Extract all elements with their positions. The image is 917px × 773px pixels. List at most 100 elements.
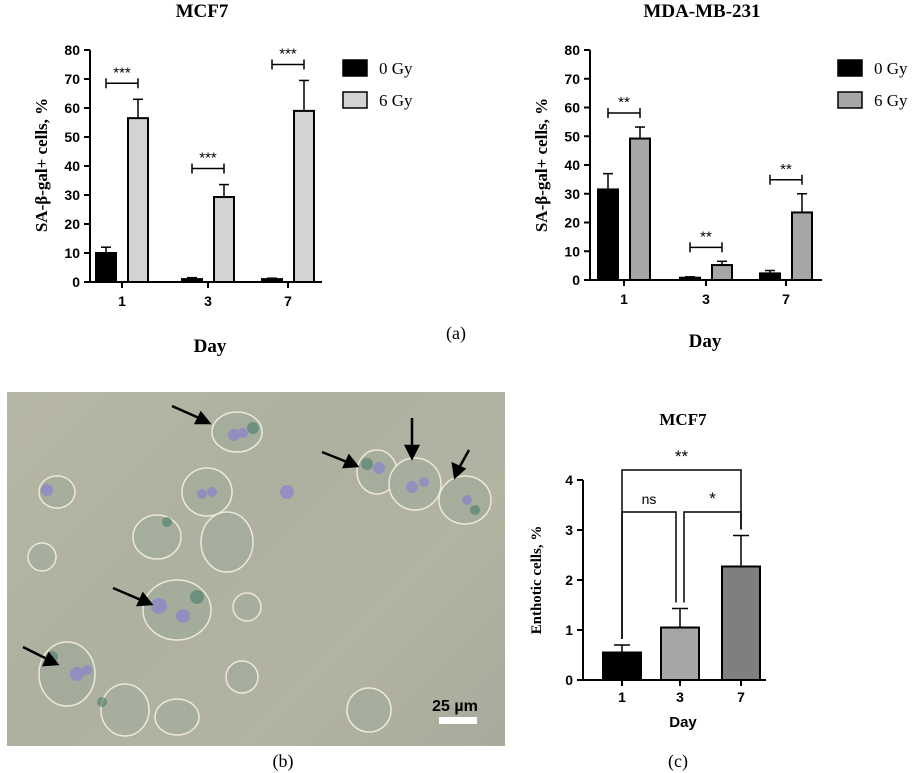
stain-spot: [190, 590, 204, 604]
nucleus: [228, 429, 240, 441]
a1-y-tick-label: 10: [64, 245, 80, 261]
a1-bar-0gy-day3: [181, 278, 203, 284]
a1-bar-0gy-day7: [261, 278, 283, 284]
stain-spot: [361, 458, 373, 470]
c-y-tick-label: 0: [565, 672, 573, 688]
arrow-icon: [341, 453, 360, 469]
chart-a1-ylabel: SA-β-gal+ cells, %: [32, 98, 51, 232]
panel-label-a: (a): [446, 323, 466, 344]
panel-label-c: (c): [668, 751, 688, 772]
a2-bar-0gy-day1: [597, 188, 619, 281]
a2-bar-6gy-day7: [791, 211, 813, 281]
scale-bar: [439, 717, 477, 724]
a1-bar-6gy-day1: [127, 117, 149, 284]
cell: [100, 683, 150, 737]
arrow-line: [457, 449, 471, 469]
a1-y-tick-label: 0: [72, 274, 80, 290]
a2-y-tick-label: 10: [564, 243, 580, 259]
stain-spot: [97, 697, 107, 707]
arrow-icon: [451, 461, 467, 480]
arrow-line: [321, 450, 348, 464]
nucleus: [419, 477, 429, 487]
c-y-tick-label: 3: [565, 522, 573, 538]
nucleus: [462, 495, 472, 505]
c-bar-day3: [660, 626, 700, 681]
stain-spot: [247, 422, 259, 434]
c-x-tick-label: 7: [737, 689, 745, 705]
a1-legend-label: 6 Gy: [379, 91, 413, 110]
a1-y-tick-label: 50: [64, 129, 80, 145]
cell: [346, 687, 392, 733]
chart-a2-title: MDA-MB-231: [643, 1, 760, 22]
stain-spot: [162, 517, 172, 527]
a2-legend-label: 6 Gy: [874, 91, 908, 110]
a2-y-tick-label: 0: [572, 272, 580, 288]
a1-bar-6gy-day3: [213, 196, 235, 283]
chart-c-title: MCF7: [659, 410, 707, 429]
microscopy-image: 25 µm: [7, 392, 505, 746]
nucleus: [70, 667, 84, 681]
a2-sig-label: **: [618, 94, 630, 111]
chart-a1-xlabel: Day: [194, 336, 227, 357]
a1-bar-6gy-day7: [293, 109, 315, 284]
arrow-line: [22, 645, 48, 661]
nucleus: [41, 484, 53, 496]
scale-bar-label: 25 µm: [432, 698, 478, 715]
c-y-tick-label: 2: [565, 572, 573, 588]
cell: [132, 514, 182, 560]
a2-y-tick-label: 60: [564, 100, 580, 116]
a2-x-tick-label: 3: [702, 291, 710, 307]
c-comparison-label: **: [675, 447, 689, 466]
nucleus: [280, 485, 294, 499]
a1-y-tick-label: 30: [64, 187, 80, 203]
chart-a2-ylabel: SA-β-gal+ cells, %: [532, 98, 551, 232]
a1-legend-label: 0 Gy: [379, 59, 413, 78]
cell-cluster: [27, 411, 492, 737]
chart-c-ylabel: Enthotic cells, %: [529, 526, 545, 635]
a2-y-tick-label: 50: [564, 128, 580, 144]
a2-y-tick-label: 20: [564, 215, 580, 231]
a1-x-tick-label: 3: [204, 293, 212, 309]
a1-y-tick-label: 40: [64, 158, 80, 174]
nucleus: [176, 609, 190, 623]
c-comparison-label: *: [709, 489, 716, 508]
a1-y-tick-label: 80: [64, 42, 80, 58]
a2-legend-swatch: [837, 91, 863, 109]
cell: [232, 592, 262, 622]
arrow-icon: [403, 444, 421, 461]
arrow-line: [112, 586, 142, 602]
a2-x-tick-label: 1: [620, 291, 628, 307]
nucleus: [373, 462, 385, 474]
stain-spot: [470, 505, 480, 515]
cell: [225, 660, 259, 694]
panel-label-b: (b): [273, 751, 294, 772]
c-x-tick-label: 3: [676, 689, 684, 705]
arrow-icon: [193, 410, 212, 425]
a2-x-tick-label: 7: [782, 291, 790, 307]
a1-legend-swatch: [342, 91, 368, 109]
a2-bar-6gy-day1: [629, 137, 651, 281]
chart-c-xlabel: Day: [669, 714, 697, 731]
a2-sig-label: **: [700, 228, 712, 245]
arrow-icon: [41, 651, 60, 667]
c-comparison-bracket: [683, 511, 742, 603]
cell: [200, 511, 254, 573]
a1-x-tick-label: 1: [118, 293, 126, 309]
c-y-tick-label: 1: [565, 622, 573, 638]
cell: [38, 475, 76, 509]
nucleus: [151, 598, 167, 614]
c-bar-day1: [602, 651, 642, 681]
a1-sig-label: ***: [279, 45, 297, 62]
c-bar-day7: [721, 565, 761, 681]
cell: [154, 698, 200, 736]
chart-a1-title: MCF7: [176, 1, 229, 22]
a2-y-tick-label: 80: [564, 42, 580, 58]
nucleus: [197, 489, 207, 499]
a1-legend-swatch: [342, 59, 368, 77]
a2-y-tick-label: 70: [564, 71, 580, 87]
c-comparison-label: ns: [642, 491, 657, 507]
c-y-tick-label: 4: [565, 472, 573, 488]
a2-bar-0gy-day7: [759, 272, 781, 282]
a1-y-tick-label: 70: [64, 71, 80, 87]
